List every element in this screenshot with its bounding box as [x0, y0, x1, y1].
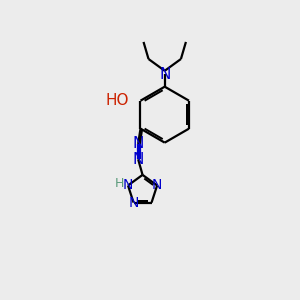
Text: N: N [123, 178, 133, 193]
Text: N: N [128, 196, 139, 210]
Text: N: N [159, 67, 170, 82]
Text: N: N [133, 136, 144, 152]
Text: N: N [152, 178, 162, 193]
Text: HO: HO [106, 93, 129, 108]
Text: H: H [115, 178, 124, 190]
Text: N: N [133, 152, 144, 167]
